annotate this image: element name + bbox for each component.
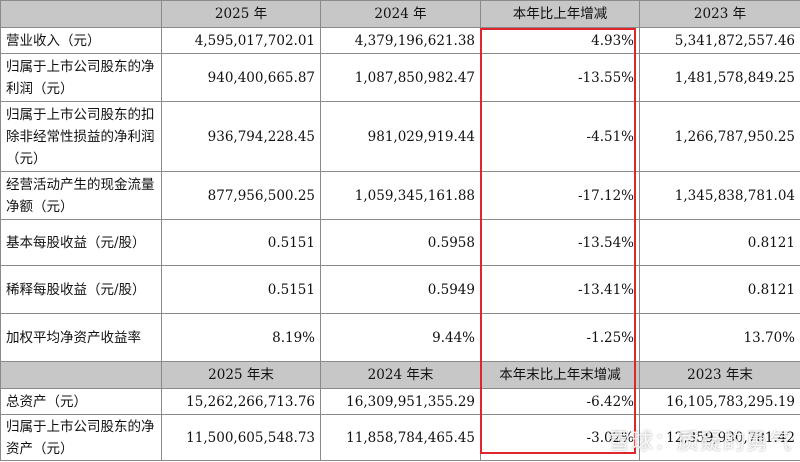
table-row: 基本每股收益（元/股） 0.5151 0.5958 -13.54% 0.8121 xyxy=(0,219,800,266)
row-label: 归属于上市公司股东的扣除非经常性损益的净利润（元） xyxy=(0,101,162,172)
header-row-annual: 2025 年 2024 年 本年比上年增减 2023 年 xyxy=(0,0,800,28)
table-row: 经营活动产生的现金流量净额（元） 877,956,500.25 1,059,34… xyxy=(0,171,800,220)
header-change: 本年比上年增减 xyxy=(480,0,640,28)
value-2025: 11,500,605,548.73 xyxy=(161,414,321,461)
value-2025: 15,262,266,713.76 xyxy=(161,388,321,415)
value-2025: 0.5151 xyxy=(161,219,321,266)
value-2024: 9.44% xyxy=(320,313,481,362)
value-change: -1.25% xyxy=(480,313,640,362)
table-row: 归属于上市公司股东的净利润（元） 940,400,665.87 1,087,85… xyxy=(0,53,800,102)
value-change: -17.12% xyxy=(480,171,640,220)
header-2023: 2023 年 xyxy=(639,0,800,28)
row-label: 归属于上市公司股东的净利润（元） xyxy=(0,53,162,102)
row-label: 归属于上市公司股东的净资产（元） xyxy=(0,414,162,461)
table-row: 加权平均净资产收益率 8.19% 9.44% -1.25% 13.70% xyxy=(0,313,800,362)
value-2023: 0.8121 xyxy=(639,219,800,266)
header-2024-end: 2024 年末 xyxy=(320,361,481,389)
value-2025: 8.19% xyxy=(161,313,321,362)
value-2023: 16,105,783,295.19 xyxy=(639,388,800,415)
value-2025: 877,956,500.25 xyxy=(161,171,321,220)
value-2023: 12,359,930,781.42 xyxy=(639,414,800,461)
value-2024: 4,379,196,621.38 xyxy=(320,27,481,54)
value-2024: 0.5958 xyxy=(320,219,481,266)
row-label: 加权平均净资产收益率 xyxy=(0,313,162,362)
value-2024: 11,858,784,465.45 xyxy=(320,414,481,461)
value-2023: 0.8121 xyxy=(639,265,800,314)
table-row: 营业收入（元） 4,595,017,702.01 4,379,196,621.3… xyxy=(0,27,800,54)
header-row-yearend: 2025 年末 2024 年末 本年末比上年末增减 2023 年末 xyxy=(0,361,800,389)
value-change: -13.54% xyxy=(480,219,640,266)
header-blank xyxy=(0,0,162,28)
value-2023: 5,341,872,557.46 xyxy=(639,27,800,54)
value-2024: 981,029,919.44 xyxy=(320,101,481,172)
header-2023-end: 2023 年末 xyxy=(639,361,800,389)
value-2023: 13.70% xyxy=(639,313,800,362)
value-2024: 1,087,850,982.47 xyxy=(320,53,481,102)
row-label: 基本每股收益（元/股） xyxy=(0,219,162,266)
value-change: -13.55% xyxy=(480,53,640,102)
value-2023: 1,345,838,781.04 xyxy=(639,171,800,220)
value-2023: 1,481,578,849.25 xyxy=(639,53,800,102)
value-2025: 936,794,228.45 xyxy=(161,101,321,172)
header-2025-end: 2025 年末 xyxy=(161,361,321,389)
value-2023: 1,266,787,950.25 xyxy=(639,101,800,172)
value-2024: 1,059,345,161.88 xyxy=(320,171,481,220)
value-change: -13.41% xyxy=(480,265,640,314)
value-change: -4.51% xyxy=(480,101,640,172)
table-row: 归属于上市公司股东的扣除非经常性损益的净利润（元） 936,794,228.45… xyxy=(0,101,800,172)
row-label: 营业收入（元） xyxy=(0,27,162,54)
header-2025: 2025 年 xyxy=(161,0,321,28)
value-2024: 0.5949 xyxy=(320,265,481,314)
table-row: 总资产（元） 15,262,266,713.76 16,309,951,355.… xyxy=(0,388,800,415)
value-2024: 16,309,951,355.29 xyxy=(320,388,481,415)
row-label: 稀释每股收益（元/股） xyxy=(0,265,162,314)
table-row: 稀释每股收益（元/股） 0.5151 0.5949 -13.41% 0.8121 xyxy=(0,265,800,314)
value-2025: 940,400,665.87 xyxy=(161,53,321,102)
watermark: 雪球：质疑的勇气 xyxy=(607,430,792,455)
value-2025: 0.5151 xyxy=(161,265,321,314)
header-2024: 2024 年 xyxy=(320,0,481,28)
value-change: -6.42% xyxy=(480,388,640,415)
row-label: 总资产（元） xyxy=(0,388,162,415)
row-label: 经营活动产生的现金流量净额（元） xyxy=(0,171,162,220)
value-change: 4.93% xyxy=(480,27,640,54)
value-2025: 4,595,017,702.01 xyxy=(161,27,321,54)
header-change-end: 本年末比上年末增减 xyxy=(480,361,640,389)
header-blank xyxy=(0,361,162,389)
